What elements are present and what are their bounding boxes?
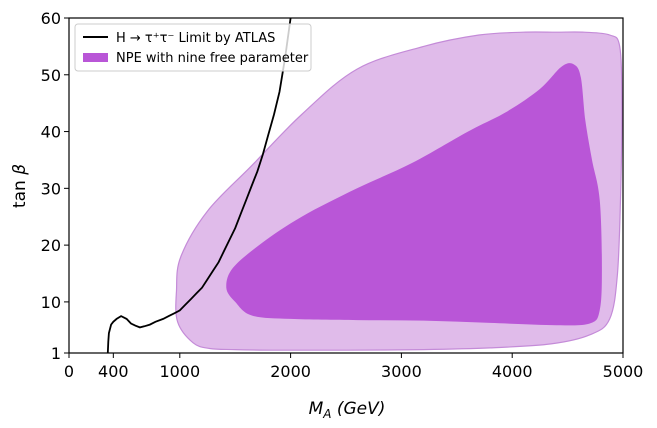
y-tick-label: 50 <box>41 66 61 85</box>
npe-inner-region <box>226 63 602 326</box>
y-tick-label: 40 <box>41 123 61 142</box>
legend-npe-label: NPE with nine free parameter <box>116 51 309 66</box>
y-tick-label: 30 <box>41 179 61 198</box>
x-axis: 0 400 1000 2000 3000 4000 5000 <box>64 353 643 381</box>
x-tick-label: 0 <box>64 362 74 381</box>
plot-area <box>106 17 623 354</box>
y-tick-label: 1 <box>51 344 61 363</box>
y-tick-label: 20 <box>41 236 61 255</box>
x-tick-label: 2000 <box>270 362 311 381</box>
y-tick-label: 60 <box>41 9 61 28</box>
legend-atlas-label: H → τ⁺τ⁻ Limit by ATLAS <box>116 31 275 46</box>
legend-npe-swatch <box>83 53 108 62</box>
x-tick-label: 3000 <box>381 362 422 381</box>
y-axis-title: tan β <box>10 164 30 208</box>
atlas-limit-line <box>106 17 292 354</box>
legend-box <box>74 23 312 72</box>
y-tick-label: 10 <box>41 293 61 312</box>
x-axis-title: MA (GeV) <box>309 399 386 421</box>
x-tick-label: 1000 <box>159 362 200 381</box>
x-tick-label: 4000 <box>492 362 533 381</box>
legend: H → τ⁺τ⁻ Limit by ATLAS NPE with nine fr… <box>74 23 312 72</box>
x-tick-label: 400 <box>98 362 129 381</box>
x-tick-label: 5000 <box>603 362 644 381</box>
y-axis: 1 10 20 30 40 50 60 <box>41 9 69 363</box>
plot-frame <box>68 17 624 354</box>
